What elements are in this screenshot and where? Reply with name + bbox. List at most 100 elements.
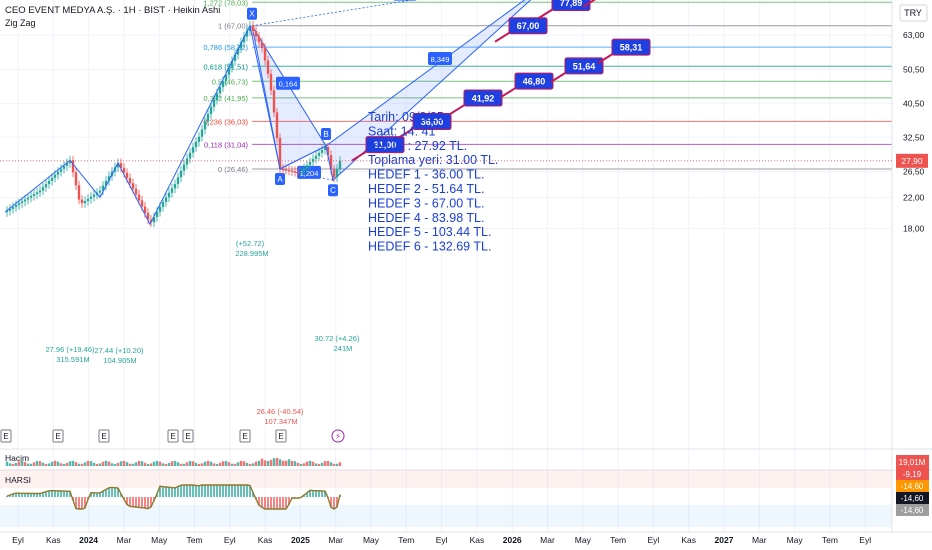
target-box[interactable]: 51,64 [550,57,604,83]
volume-bar [305,461,309,466]
target-box[interactable]: 58,31 [597,38,651,65]
volume-tag: 19,01M [896,455,929,468]
earnings-marker[interactable]: E [275,429,287,443]
volume-bar [35,460,39,466]
volume-bar [20,460,24,466]
time-tick: 2026 [503,535,522,545]
earnings-marker[interactable]: E [0,429,12,443]
harsi-bar [321,490,323,497]
volume-bar [224,460,228,466]
candle-body [71,160,75,173]
pattern-point-c: C [328,184,338,197]
volume-bar [32,462,36,466]
earnings-marker[interactable]: E [167,429,179,443]
harsi-bar [312,490,314,497]
currency-badge[interactable] [899,4,928,22]
earnings-marker[interactable]: E [52,429,64,443]
price-tick: 18,00 [903,223,925,233]
svg-text:-14,60: -14,60 [901,506,924,515]
pattern-point-x: X [247,7,257,20]
earnings-marker[interactable]: E [182,429,194,443]
time-axis[interactable]: Eyl Kas 2024 Mar May Tem Eyl Kas 2025 Mar May Tem Ey… [12,535,871,545]
target-box[interactable]: 41,92 [449,89,503,115]
harsi-bar [204,485,206,497]
svg-text:0,164: 0,164 [279,80,298,89]
volume-bar [281,460,285,466]
volume-bar [233,463,237,466]
harsi-bar [81,497,83,509]
time-tick: May [363,535,380,545]
volume-bar [50,461,54,466]
volume-bar [227,462,231,466]
harsi-bar [147,497,149,509]
info-line: HEDEF 2 - 51.64 TL. [368,182,485,196]
volume-bar [320,462,324,466]
svg-text:C: C [330,186,336,195]
target-box[interactable]: 46,80 [500,72,554,98]
candle-body [35,192,39,195]
time-tick: Mar [328,535,343,545]
volume-bar [272,458,276,466]
volume-bar [173,460,177,466]
time-tick: May [151,535,168,545]
volume-bar [176,462,180,466]
harsi-bar [306,492,308,497]
indicator-label[interactable]: Zig Zag [5,18,36,28]
candle-body [263,47,267,61]
target-labels: 31,00 36,00 41,92 46,80 51,64 58,31 67,00 77,89… [351,0,651,162]
candle-body [164,197,168,203]
zigzag-label: 26.46 (-40.54) [256,407,304,416]
harsi-value-tag: -14,60 [896,504,929,516]
target-box[interactable]: 77,89 [537,0,591,20]
earnings-marker[interactable]: E [98,429,110,443]
harsi-bar [165,487,167,497]
info-line: HEDEF 6 - 132.69 TL. [368,240,491,254]
target-box[interactable]: 36,00 [398,113,452,139]
candle-body [278,138,282,169]
harsi-bar [69,491,71,497]
price-axis[interactable]: 18,00 22,00 26,50 32,50 40,50 50,50 63,00 27,90 [0,30,928,233]
candle-body [218,87,222,94]
candle-body [20,201,24,204]
volume-bar [170,461,174,466]
target-box[interactable]: 83,98 [582,0,635,8]
candle-body [260,42,264,48]
earnings-markers: E E E E E E E ⚡ [0,429,345,443]
harsi-bar [153,497,155,501]
volume-bar [329,462,333,466]
current-price-tag: 27,90 [896,153,928,168]
volume-bar [335,463,339,466]
harsi-line [6,484,341,510]
harsi-bar [279,497,281,509]
volume-bar [239,460,243,466]
fib-label: 1,272 (78,03) [203,0,248,7]
svg-text:E: E [185,432,190,441]
target-box[interactable]: 67,00 [494,17,548,43]
candle-body [266,60,270,74]
volume-bar [191,461,195,466]
svg-text:-14,60: -14,60 [901,482,924,491]
svg-text:E: E [242,432,247,441]
volume-bar [209,461,213,466]
volume-bar [23,462,27,466]
candle-body [335,168,339,178]
candle-body [203,121,207,130]
earnings-marker[interactable]: E [239,429,251,443]
time-tick: Kas [470,535,485,545]
dividend-icon[interactable]: ⚡ [331,429,345,443]
svg-text:E: E [3,432,8,441]
candle-body [53,174,57,178]
harsi-bar [144,497,146,509]
volume-bar [293,461,297,466]
target-box[interactable]: 31,00 [351,136,405,162]
volume-bar [116,462,120,466]
candle-body [101,185,105,191]
volume-bar [149,463,153,466]
harsi-bar [324,491,326,497]
candle-body [62,165,66,169]
harsi-bar [285,497,287,509]
candle-body [284,169,288,171]
time-tick: Kas [258,535,273,545]
price-tick: 32,50 [903,132,925,142]
volume-bar [41,462,45,466]
